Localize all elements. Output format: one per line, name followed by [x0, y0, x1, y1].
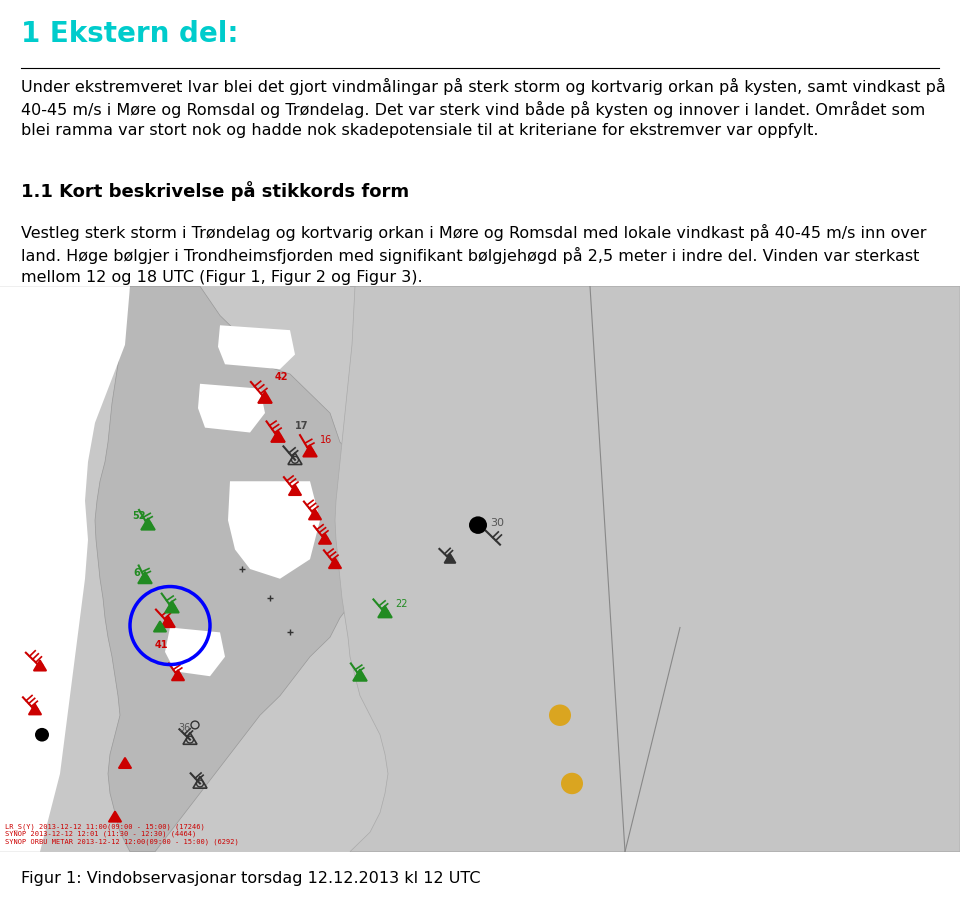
Text: 52: 52: [132, 511, 146, 521]
Polygon shape: [444, 554, 456, 563]
Polygon shape: [141, 518, 155, 530]
Polygon shape: [353, 670, 367, 681]
Polygon shape: [198, 384, 265, 433]
Polygon shape: [29, 704, 41, 715]
Polygon shape: [271, 431, 285, 443]
Polygon shape: [378, 606, 392, 618]
Text: Vestleg sterk storm i Trøndelag og kortvarig orkan i Møre og Romsdal med lokale : Vestleg sterk storm i Trøndelag og kortv…: [21, 224, 926, 284]
Text: 1.1 Kort beskrivelse på stikkords form: 1.1 Kort beskrivelse på stikkords form: [21, 180, 409, 200]
Text: Figur 1: Vindobservasjonar torsdag 12.12.2013 kl 12 UTC: Figur 1: Vindobservasjonar torsdag 12.12…: [21, 869, 481, 885]
Text: 16: 16: [320, 435, 332, 445]
Polygon shape: [289, 486, 301, 496]
Text: 6: 6: [133, 568, 140, 578]
Polygon shape: [95, 287, 380, 852]
Polygon shape: [108, 812, 121, 822]
Polygon shape: [228, 482, 320, 579]
Text: 42: 42: [275, 372, 289, 382]
Polygon shape: [165, 628, 225, 677]
Polygon shape: [0, 287, 130, 852]
Text: 17: 17: [295, 420, 308, 430]
Polygon shape: [165, 601, 179, 613]
Polygon shape: [154, 621, 166, 632]
Circle shape: [469, 517, 487, 535]
Polygon shape: [309, 509, 322, 520]
Polygon shape: [319, 534, 331, 545]
Text: 22: 22: [395, 599, 407, 609]
Polygon shape: [138, 572, 152, 584]
Circle shape: [35, 728, 49, 742]
Polygon shape: [328, 558, 342, 568]
Polygon shape: [34, 660, 46, 671]
Text: 30: 30: [490, 517, 504, 527]
Polygon shape: [258, 392, 272, 404]
Text: 1 Ekstern del:: 1 Ekstern del:: [21, 20, 239, 48]
Polygon shape: [119, 758, 132, 768]
Text: LR_S(Y) 2013-12-12 11:00(09:00 - 15:00) (17246)
SYNOP 2013-12-12 12:01 (11:30 - : LR_S(Y) 2013-12-12 11:00(09:00 - 15:00) …: [5, 823, 239, 844]
Text: 41: 41: [155, 640, 169, 650]
Polygon shape: [335, 287, 960, 852]
Polygon shape: [218, 326, 295, 370]
Polygon shape: [161, 616, 175, 628]
Circle shape: [549, 705, 571, 726]
Polygon shape: [303, 445, 317, 457]
Circle shape: [561, 773, 583, 794]
Text: Under ekstremveret Ivar blei det gjort vindmålingar på sterk storm og kortvarig : Under ekstremveret Ivar blei det gjort v…: [21, 77, 946, 138]
Polygon shape: [172, 670, 184, 681]
Text: 36: 36: [178, 722, 190, 732]
